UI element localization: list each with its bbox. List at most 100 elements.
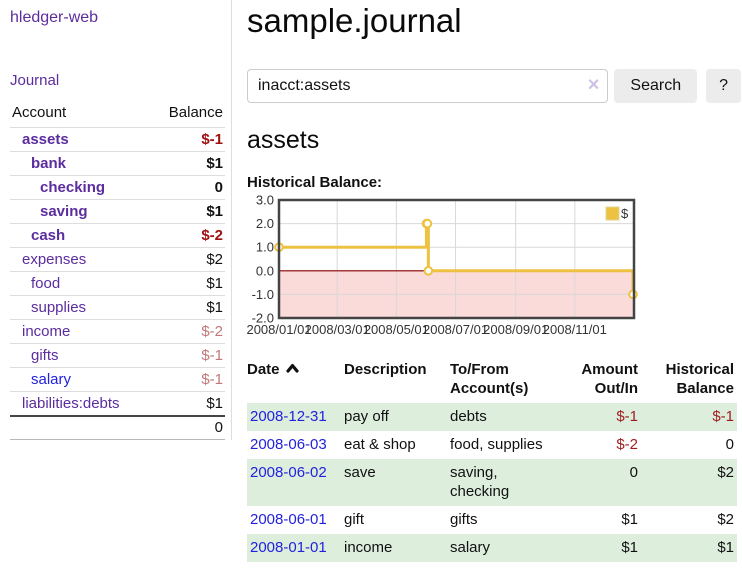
transaction-amount: $1 <box>621 539 638 556</box>
register-header-description: Description <box>344 361 427 378</box>
account-balance: $-1 <box>150 343 225 368</box>
account-row: salary $-1 <box>10 367 225 392</box>
transaction-balance: $-1 <box>712 408 734 425</box>
sidebar: hledger-web Journal Account Balance asse… <box>0 0 232 440</box>
accounts-header-account: Account <box>12 104 67 121</box>
account-balance: $-1 <box>150 367 225 392</box>
svg-text:2008/11/01: 2008/11/01 <box>543 322 607 337</box>
svg-text:-1.0: -1.0 <box>252 287 274 302</box>
svg-text:2008/01/01: 2008/01/01 <box>246 322 311 337</box>
accounts-total-row: 0 <box>10 415 225 440</box>
register-row: 2008-06-02 save saving, checking 0 $2 <box>247 459 737 506</box>
transaction-date-link[interactable]: 2008-12-31 <box>250 408 327 425</box>
account-link[interactable]: supplies <box>10 295 151 320</box>
transaction-amount: $1 <box>621 511 638 528</box>
transaction-amount: 0 <box>629 464 638 481</box>
transaction-date-link[interactable]: 2008-06-01 <box>250 511 327 528</box>
transaction-balance: $2 <box>717 511 734 528</box>
transaction-accounts: saving, checking <box>450 464 510 500</box>
register-row: 2008-01-01 income salary $1 $1 <box>247 534 737 562</box>
account-row: checking 0 <box>10 175 225 200</box>
accounts-total-value: 0 <box>10 415 225 440</box>
account-row: assets $-1 <box>10 127 225 152</box>
transaction-accounts: gifts <box>450 511 478 528</box>
svg-text:3.0: 3.0 <box>256 193 274 208</box>
svg-text:1.0: 1.0 <box>256 240 274 255</box>
account-row: income $-2 <box>10 319 225 344</box>
account-row: expenses $2 <box>10 247 225 272</box>
account-row: food $1 <box>10 271 225 296</box>
account-link[interactable]: expenses <box>10 247 151 272</box>
transaction-amount: $-1 <box>616 408 638 425</box>
account-row: saving $1 <box>10 199 225 224</box>
account-link[interactable]: gifts <box>10 343 151 368</box>
register-header-accounts: To/From Account(s) <box>450 361 529 397</box>
transaction-description: gift <box>344 511 365 528</box>
chart-title: Historical Balance: <box>247 174 383 191</box>
transaction-balance: $2 <box>717 464 734 481</box>
transaction-description: pay off <box>344 408 389 425</box>
journal-link[interactable]: Journal <box>10 72 60 89</box>
app-brand-link[interactable]: hledger-web <box>10 9 99 26</box>
account-balance: $-1 <box>150 127 225 152</box>
account-link[interactable]: bank <box>10 151 151 176</box>
transaction-description: save <box>344 464 376 481</box>
svg-text:2008/09/01: 2008/09/01 <box>483 322 548 337</box>
account-balance: $1 <box>150 151 225 176</box>
account-heading: assets <box>247 126 320 154</box>
account-link[interactable]: saving <box>10 199 151 224</box>
account-row: gifts $-1 <box>10 343 225 368</box>
register-table: Date Description To/From Account(s) Amou… <box>247 358 737 562</box>
transaction-date-link[interactable]: 2008-06-03 <box>250 436 327 453</box>
transaction-description: eat & shop <box>344 436 416 453</box>
account-balance: $-2 <box>150 319 225 344</box>
transaction-description: income <box>344 539 393 556</box>
transaction-amount: $-2 <box>616 436 638 453</box>
accounts-header-balance: Balance <box>168 104 223 121</box>
account-link[interactable]: liabilities:debts <box>10 391 151 416</box>
register-header-balance: Historical Balance <box>665 361 734 397</box>
account-balance: 0 <box>150 175 225 200</box>
svg-text:2008/05/01: 2008/05/01 <box>364 322 429 337</box>
svg-text:2008/03/01: 2008/03/01 <box>305 322 370 337</box>
accounts-table: Account Balance assets $-1 bank $1 check… <box>10 102 225 440</box>
transaction-balance: $1 <box>717 539 734 556</box>
search-row: × Search ? <box>247 69 741 103</box>
transaction-balance: 0 <box>725 436 734 453</box>
app-layout: hledger-web Journal Account Balance asse… <box>0 0 741 562</box>
account-link[interactable]: checking <box>10 175 151 200</box>
account-link[interactable]: income <box>10 319 151 344</box>
account-balance: $-2 <box>150 223 225 248</box>
account-row: bank $1 <box>10 151 225 176</box>
account-row: supplies $1 <box>10 295 225 320</box>
main-content: sample.journal × Search ? assets Histori… <box>232 0 741 562</box>
transaction-accounts: food, supplies <box>450 436 543 453</box>
account-balance: $2 <box>150 247 225 272</box>
account-balance: $1 <box>150 391 225 416</box>
account-balance: $1 <box>150 199 225 224</box>
account-link[interactable]: salary <box>10 367 151 392</box>
svg-text:2008/07/01: 2008/07/01 <box>423 322 488 337</box>
historical-balance-chart: $3.0 2.0 1.0 0.0 -1.0 -2.0 2008/01/01 2008/03/0… <box>246 193 649 338</box>
transaction-date-link[interactable]: 2008-06-02 <box>250 464 327 481</box>
transaction-accounts: salary <box>450 539 491 556</box>
register-row: 2008-06-03 eat & shop food, supplies $-2… <box>247 431 737 459</box>
help-button[interactable]: ? <box>706 69 741 103</box>
account-row: cash $-2 <box>10 223 225 248</box>
search-button[interactable]: Search <box>614 69 698 103</box>
svg-text:-2.0: -2.0 <box>252 311 274 326</box>
register-header-amount: Amount Out/In <box>581 361 638 397</box>
account-link[interactable]: cash <box>10 223 151 248</box>
account-link[interactable]: assets <box>10 127 151 152</box>
svg-text:$: $ <box>621 206 629 221</box>
svg-text:0.0: 0.0 <box>256 263 274 278</box>
register-row: 2008-12-31 pay off debts $-1 $-1 <box>247 403 737 431</box>
account-balance: $1 <box>150 271 225 296</box>
searchbox: × <box>247 69 609 103</box>
search-input[interactable] <box>247 69 609 103</box>
clear-search-icon[interactable]: × <box>587 74 600 96</box>
account-link[interactable]: food <box>10 271 151 296</box>
svg-text:2.0: 2.0 <box>256 216 274 231</box>
register-header-date[interactable]: Date <box>247 358 344 403</box>
transaction-date-link[interactable]: 2008-01-01 <box>250 539 327 556</box>
